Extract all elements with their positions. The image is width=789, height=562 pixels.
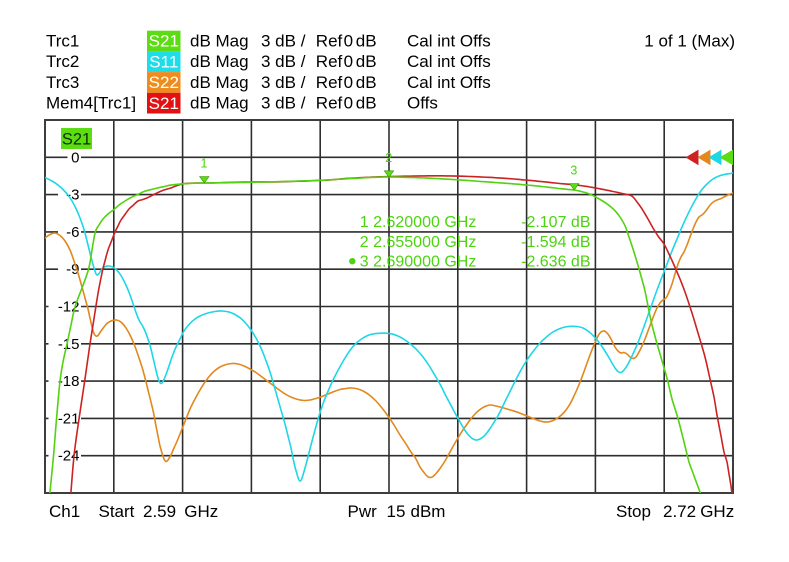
svg-text:-2.107 dB: -2.107 dB bbox=[521, 214, 590, 231]
svg-text:Cal int Offs: Cal int Offs bbox=[407, 52, 491, 71]
svg-text:dB Mag: dB Mag bbox=[190, 31, 249, 50]
svg-text:-2.636 dB: -2.636 dB bbox=[521, 254, 590, 271]
svg-text:2: 2 bbox=[385, 151, 392, 165]
svg-text:0: 0 bbox=[344, 31, 353, 50]
svg-text:-18: -18 bbox=[58, 373, 80, 390]
svg-text:2 2.655000 GHz: 2 2.655000 GHz bbox=[360, 234, 477, 251]
svg-text:1: 1 bbox=[201, 157, 208, 171]
svg-text:3 dB /: 3 dB / bbox=[261, 52, 306, 71]
svg-text:S21: S21 bbox=[62, 131, 91, 149]
svg-text:-6: -6 bbox=[66, 224, 79, 241]
svg-text:Trc1: Trc1 bbox=[46, 31, 79, 50]
svg-text:3 dB /: 3 dB / bbox=[261, 31, 306, 50]
svg-text:Ref: Ref bbox=[316, 31, 343, 50]
svg-text:15: 15 bbox=[387, 502, 406, 521]
svg-text:Pwr: Pwr bbox=[348, 502, 378, 521]
svg-text:S22: S22 bbox=[149, 73, 179, 92]
svg-text:-21: -21 bbox=[58, 410, 80, 427]
svg-text:GHz: GHz bbox=[184, 502, 218, 521]
svg-text:-1.594 dB: -1.594 dB bbox=[521, 234, 590, 251]
svg-text:dB Mag: dB Mag bbox=[190, 52, 249, 71]
svg-text:2.59: 2.59 bbox=[143, 502, 176, 521]
svg-text:Ref: Ref bbox=[316, 52, 343, 71]
svg-text:GHz: GHz bbox=[700, 502, 734, 521]
svg-text:dB: dB bbox=[356, 94, 377, 113]
svg-text:0: 0 bbox=[71, 149, 79, 166]
svg-text:3: 3 bbox=[570, 164, 577, 178]
svg-text:3 dB /: 3 dB / bbox=[261, 94, 306, 113]
svg-text:Mem4[Trc1]: Mem4[Trc1] bbox=[46, 94, 136, 113]
svg-text:dB: dB bbox=[356, 31, 377, 50]
svg-text:dB Mag: dB Mag bbox=[190, 94, 249, 113]
svg-text:Ref: Ref bbox=[316, 94, 343, 113]
svg-text:0: 0 bbox=[344, 94, 353, 113]
svg-text:dB: dB bbox=[356, 52, 377, 71]
svg-text:0: 0 bbox=[344, 73, 353, 92]
svg-text:S21: S21 bbox=[149, 32, 179, 51]
svg-text:Ref: Ref bbox=[316, 73, 343, 92]
svg-text:1 2.620000 GHz: 1 2.620000 GHz bbox=[360, 214, 477, 231]
svg-text:dB: dB bbox=[356, 73, 377, 92]
svg-text:1 of 1 (Max): 1 of 1 (Max) bbox=[644, 31, 735, 50]
svg-text:dB Mag: dB Mag bbox=[190, 73, 249, 92]
svg-text:S11: S11 bbox=[149, 53, 178, 72]
svg-text:S21: S21 bbox=[149, 94, 179, 113]
svg-text:Offs: Offs bbox=[407, 94, 438, 113]
svg-text:Stop: Stop bbox=[616, 502, 651, 521]
svg-text:Trc3: Trc3 bbox=[46, 73, 79, 92]
svg-text:Trc2: Trc2 bbox=[46, 52, 79, 71]
svg-text:-15: -15 bbox=[58, 336, 80, 353]
svg-text:0: 0 bbox=[344, 52, 353, 71]
svg-text:3 2.690000 GHz: 3 2.690000 GHz bbox=[360, 254, 477, 271]
svg-text:3 dB /: 3 dB / bbox=[261, 73, 306, 92]
svg-text:dBm: dBm bbox=[411, 502, 446, 521]
svg-text:Ch1: Ch1 bbox=[49, 502, 80, 521]
svg-text:-24: -24 bbox=[58, 448, 80, 465]
svg-text:-3: -3 bbox=[66, 187, 79, 204]
svg-text:2.72: 2.72 bbox=[663, 502, 696, 521]
svg-text:Start: Start bbox=[99, 502, 135, 521]
svg-text:Cal int Offs: Cal int Offs bbox=[407, 31, 491, 50]
svg-text:Cal int Offs: Cal int Offs bbox=[407, 73, 491, 92]
